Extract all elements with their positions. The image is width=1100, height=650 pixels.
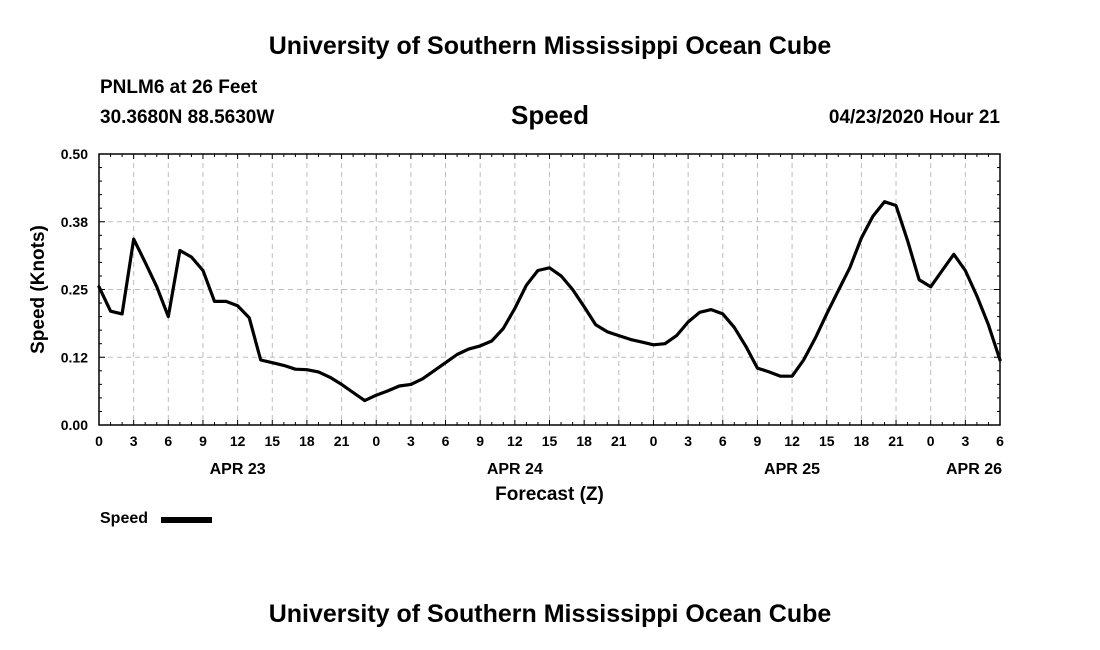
x-tick-label: 12 <box>784 433 800 449</box>
x-tick-label: 9 <box>754 433 762 449</box>
x-tick-label: 6 <box>164 433 172 449</box>
legend-swatch <box>161 517 212 523</box>
x-tick-label: 3 <box>130 433 138 449</box>
x-tick-label: 6 <box>719 433 727 449</box>
x-tick-label: 15 <box>264 433 280 449</box>
x-tick-label: 18 <box>576 433 592 449</box>
x-tick-label: 12 <box>230 433 246 449</box>
y-axis-title: Speed (Knots) <box>28 225 49 354</box>
coordinates-label: 30.3680N 88.5630W <box>100 107 275 128</box>
x-tick-label: 0 <box>372 433 380 449</box>
x-tick-label: 3 <box>407 433 415 449</box>
x-tick-label: 6 <box>442 433 450 449</box>
x-tick-label: 15 <box>542 433 558 449</box>
x-tick-label: 21 <box>334 433 350 449</box>
series-layer <box>97 200 1002 403</box>
forecast-datetime: 04/23/2020 Hour 21 <box>828 107 1000 128</box>
x-tick-label: 0 <box>95 433 103 449</box>
y-tick-label: 0.12 <box>61 349 88 365</box>
chart-title: Speed <box>510 100 590 130</box>
x-tick-label: 3 <box>961 433 969 449</box>
x-axis-title: Forecast (Z) <box>495 484 604 505</box>
x-tick-label: 15 <box>819 433 835 449</box>
x-date-label: APR 24 <box>487 461 543 478</box>
axis-labels: Forecast (Z) Speed (Knots) 0 3 6 9 12 15 18 21 0… <box>28 146 1004 505</box>
x-tick-label: 6 <box>996 433 1004 449</box>
x-tick-label: 3 <box>684 433 692 449</box>
y-tick-label: 0.00 <box>61 417 88 433</box>
x-tick-label: 21 <box>611 433 627 449</box>
x-tick-label: 12 <box>507 433 523 449</box>
station-label: PNLM6 at 26 Feet <box>100 77 258 98</box>
y-tick-label: 0.38 <box>61 214 88 230</box>
x-tick-label: 9 <box>476 433 484 449</box>
x-tick-label: 21 <box>888 433 904 449</box>
y-tick-label: 0.50 <box>61 146 88 162</box>
x-tick-label: 0 <box>927 433 935 449</box>
x-date-label: APR 23 <box>210 461 266 478</box>
speed-line <box>97 200 1002 403</box>
x-tick-label: 18 <box>854 433 870 449</box>
footer-title: University of Southern Mississippi Ocean… <box>268 600 832 628</box>
x-tick-label: 9 <box>199 433 207 449</box>
page-title: University of Southern Mississippi Ocean… <box>268 32 832 60</box>
x-date-label: APR 25 <box>764 461 820 478</box>
x-tick-label: 0 <box>650 433 658 449</box>
grid <box>99 154 1000 425</box>
legend-label: Speed <box>100 510 149 527</box>
x-date-label: APR 26 <box>946 461 1002 478</box>
x-tick-label: 18 <box>299 433 315 449</box>
y-tick-label: 0.25 <box>61 282 88 298</box>
